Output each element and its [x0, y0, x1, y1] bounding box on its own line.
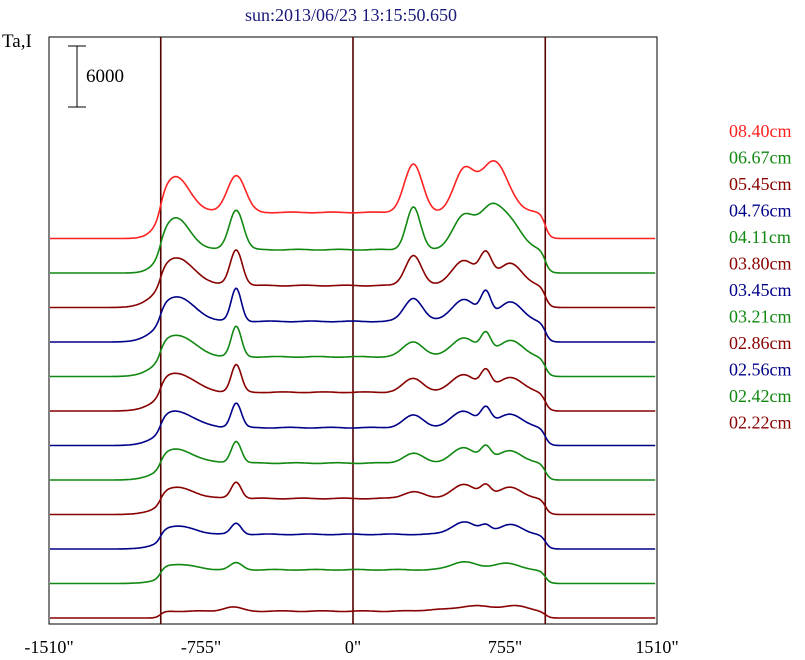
series-line-06.67cm — [50, 202, 656, 274]
legend: 08.40cm 06.67cm 05.45cm 04.76cm 04.11cm 03.80… — [729, 121, 792, 433]
x-tick-label: -1510" — [24, 637, 73, 657]
chart-title: sun:2013/06/23 13:15:50.650 — [245, 5, 457, 25]
series-line-08.40cm — [50, 159, 656, 240]
legend-entry: 04.76cm — [729, 201, 792, 221]
series-line-02.56cm — [50, 521, 656, 550]
series-line-02.42cm — [50, 561, 656, 585]
legend-entry: 02.56cm — [729, 360, 792, 380]
legend-entry: 08.40cm — [729, 121, 792, 141]
vertical-markers — [159, 37, 547, 624]
x-axis-ticks: -1510" -755" 0" 755" 1510" — [24, 637, 678, 657]
x-tick-label: 1510" — [635, 637, 678, 657]
x-tick-label: 755" — [488, 637, 522, 657]
series-line-03.21cm — [50, 440, 656, 481]
series-line-05.45cm — [50, 248, 656, 309]
scale-bar: 6000 — [68, 45, 124, 108]
legend-entry: 03.80cm — [729, 254, 792, 274]
y-axis-label: Ta,I — [2, 31, 32, 52]
legend-entry: 02.42cm — [729, 386, 792, 406]
legend-entry: 02.22cm — [729, 413, 792, 433]
legend-entry: 05.45cm — [729, 174, 792, 194]
series-line-02.22cm — [50, 604, 656, 619]
series-line-04.76cm — [50, 287, 656, 343]
legend-entry: 02.86cm — [729, 333, 792, 353]
series-line-04.11cm — [50, 325, 656, 378]
legend-entry: 06.67cm — [729, 148, 792, 168]
legend-entry: 03.21cm — [729, 307, 792, 327]
legend-entry: 04.11cm — [729, 227, 791, 247]
x-tick-label: -755" — [181, 637, 221, 657]
series-line-03.45cm — [50, 402, 656, 447]
scale-bar-label: 6000 — [86, 66, 124, 87]
series-line-03.80cm — [50, 363, 656, 412]
series-line-02.86cm — [50, 481, 656, 516]
series-lines — [50, 159, 656, 619]
x-tick-label: 0" — [345, 637, 361, 657]
legend-entry: 03.45cm — [729, 280, 792, 300]
